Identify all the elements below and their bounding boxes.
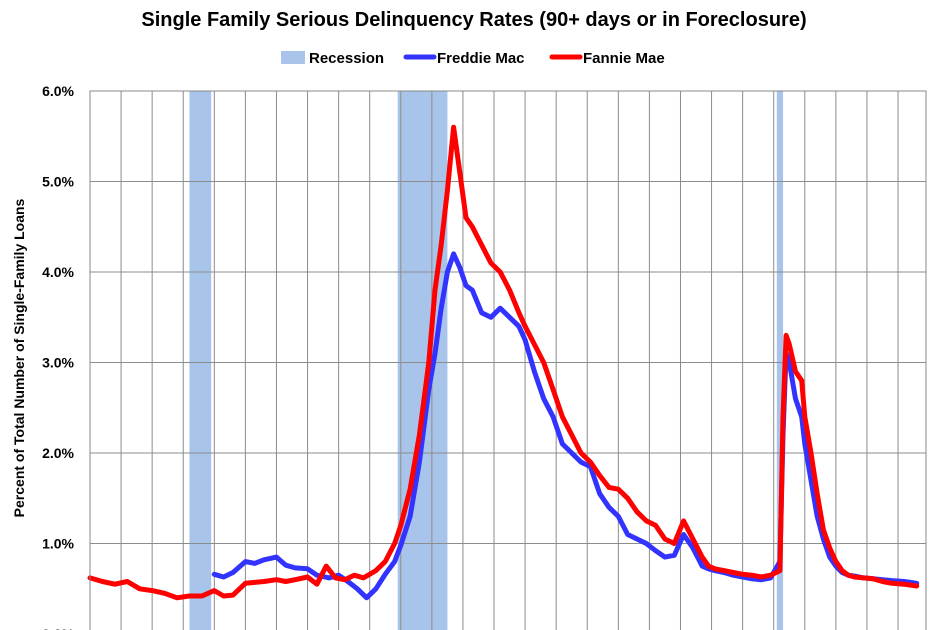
- y-tick-label-0: 0.0%: [42, 626, 74, 630]
- series-line-freddie-mac: [211, 251, 920, 601]
- y-axis-label: Percent of Total Number of Single-Family…: [11, 198, 27, 517]
- y-ticks: 0.0% 1.0% 2.0% 3.0% 4.0% 5.0% 6.0%: [42, 83, 74, 630]
- legend-label-fannie: Fannie Mae: [583, 50, 665, 67]
- series-line-fannie-mae: [87, 124, 920, 601]
- y-tick-label-6: 6.0%: [42, 83, 74, 99]
- legend-swatch-recession: [281, 51, 305, 64]
- recession-band-0: [189, 91, 212, 630]
- series-lines: [87, 124, 920, 601]
- legend-label-recession: Recession: [309, 50, 384, 67]
- y-tick-label-5: 5.0%: [42, 174, 74, 190]
- y-tick-label-2: 2.0%: [42, 445, 74, 461]
- gridlines: [90, 90, 926, 630]
- recession-band-1: [397, 91, 448, 630]
- chart-title: Single Family Serious Delinquency Rates …: [141, 9, 806, 31]
- recession-band-2: [776, 91, 784, 630]
- legend: Recession Freddie Mac Fannie Mae: [281, 50, 665, 67]
- plot-frame: [89, 90, 927, 630]
- legend-label-freddie: Freddie Mac: [437, 50, 525, 67]
- recession-bands: [189, 91, 784, 630]
- y-tick-label-4: 4.0%: [42, 264, 74, 280]
- y-tick-label-3: 3.0%: [42, 355, 74, 371]
- y-tick-label-1: 1.0%: [42, 536, 74, 552]
